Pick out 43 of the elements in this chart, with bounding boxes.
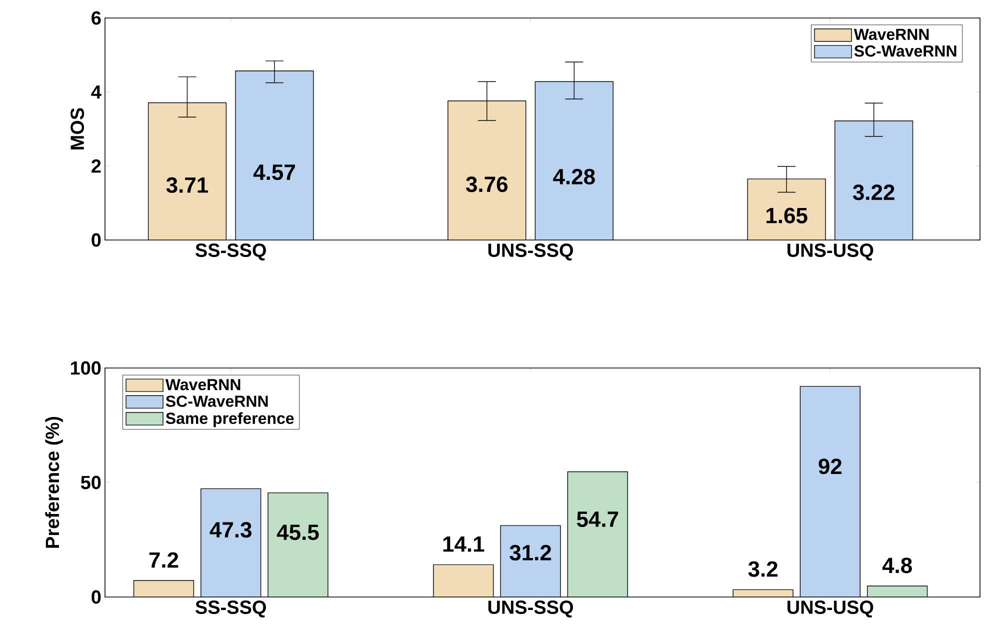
data-label: 31.2: [510, 544, 552, 561]
y-tick-label: 0: [92, 233, 101, 247]
data-label: 47.3: [210, 522, 252, 538]
bar: [200, 488, 262, 597]
legend-label: SC-WaveRNN: [854, 45, 956, 57]
y-axis-title: Preference (%): [45, 416, 63, 548]
data-label: 3.76: [466, 176, 508, 192]
bar: [500, 525, 561, 597]
data-label: 92: [818, 458, 842, 474]
data-label: 3.22: [852, 184, 894, 200]
legend-label: WaveRNN: [165, 379, 240, 390]
data-label: 14.1: [443, 536, 484, 552]
bar: [268, 492, 328, 597]
x-tick-label: SS-SSQ: [196, 244, 266, 261]
data-label: 54.7: [576, 512, 618, 528]
x-tick-label: SS-SSQ: [196, 600, 266, 618]
y-tick-label: 6: [92, 11, 101, 25]
data-label: 4.8: [882, 558, 912, 574]
data-label: 7.2: [149, 552, 178, 568]
y-tick-label: 0: [92, 590, 101, 604]
data-label: 3.71: [166, 177, 208, 193]
y-tick-label: 2: [92, 159, 101, 173]
bar: [133, 580, 194, 597]
x-tick-label: UNS-SSQ: [488, 600, 573, 618]
data-label: 45.5: [276, 524, 319, 540]
legend-label: SC-WaveRNN: [166, 396, 268, 407]
data-label: 3.2: [748, 561, 778, 577]
legend-label: WaveRNN: [854, 28, 929, 40]
bar: [567, 471, 628, 597]
y-tick-label: 100: [70, 361, 101, 375]
data-label: 4.28: [553, 168, 595, 184]
x-tick-label: UNS-USQ: [788, 244, 874, 261]
bar: [866, 586, 928, 597]
y-axis-title: MOS: [70, 108, 84, 150]
x-tick-label: UNS-SSQ: [488, 244, 573, 261]
x-tick-label: UNS-USQ: [788, 600, 874, 618]
y-tick-label: 4: [91, 85, 102, 99]
y-tick-label: 50: [80, 476, 101, 490]
bar: [433, 564, 494, 597]
data-label: 4.57: [253, 164, 295, 180]
data-label: 1.65: [766, 208, 808, 224]
legend-label: Same preference: [166, 412, 294, 428]
bar: [800, 386, 860, 597]
